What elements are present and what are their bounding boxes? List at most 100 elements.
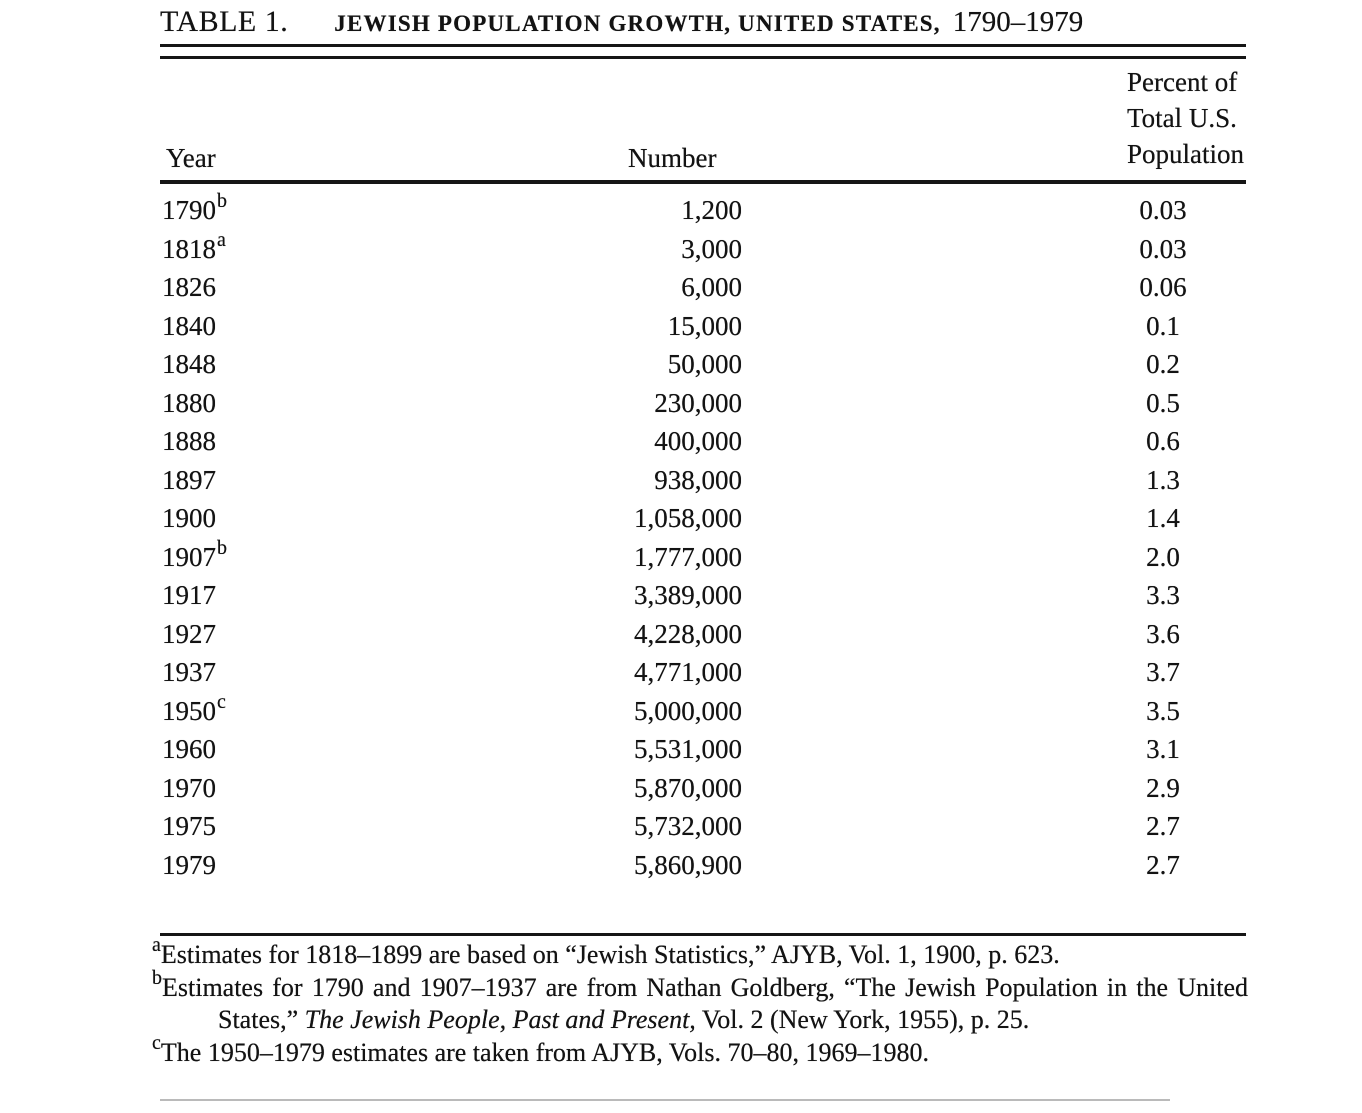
percent-header-line-2: Total U.S. (1126, 103, 1237, 133)
table-row: 1975 5,732,000 2.7 (160, 807, 1246, 846)
year-value: 1826 (162, 272, 216, 302)
table-row: 1848 50,000 0.2 (160, 345, 1246, 384)
number-cell: 5,870,000 (634, 772, 742, 803)
year-cell: 1927 (162, 615, 216, 654)
table-row: 1937 4,771,000 3.7 (160, 653, 1246, 692)
number-column-header: Number (628, 143, 717, 173)
year-value: 1950 (162, 695, 216, 726)
footnote: aEstimates for 1818–1899 are based on “J… (152, 935, 1248, 972)
table-row: 1979 5,860,900 2.7 (160, 846, 1246, 885)
footnote-rule (160, 933, 1246, 936)
year-cell: 1950c (162, 690, 226, 731)
number-cell: 5,732,000 (634, 811, 742, 841)
year-value: 1917 (162, 580, 216, 610)
table-row: 1880 230,000 0.5 (160, 384, 1246, 423)
year-value: 1880 (162, 387, 216, 418)
year-value: 1970 (162, 772, 216, 803)
year-value: 1888 (162, 426, 216, 456)
number-cell: 3,000 (681, 233, 742, 264)
table-row: 1840 15,000 0.1 (160, 307, 1246, 346)
number-cell: 15,000 (667, 310, 742, 341)
number-cell: 1,777,000 (634, 541, 742, 572)
percent-cell: 3.1 (1146, 734, 1180, 764)
percent-cell: 3.5 (1146, 695, 1180, 726)
year-cell: 1917 (162, 576, 216, 615)
year-cell: 1970 (162, 769, 216, 808)
footnote-text: The 1950–1979 estimates are taken from A… (160, 1037, 930, 1067)
year-cell: 1818a (162, 228, 226, 269)
number-cell: 1,058,000 (634, 503, 742, 533)
number-cell: 5,860,900 (634, 849, 742, 880)
table-title-caps: JEWISH POPULATION GROWTH, UNITED STATES, (334, 11, 941, 36)
number-cell: 6,000 (681, 272, 742, 302)
percent-header-line-3: Population (1126, 139, 1244, 169)
percent-cell: 3.3 (1146, 580, 1180, 610)
year-value: 1975 (162, 811, 216, 841)
percent-cell: 0.6 (1146, 426, 1180, 456)
year-cell: 1900 (162, 499, 216, 538)
year-cell: 1937 (162, 653, 216, 692)
year-cell: 1848 (162, 345, 216, 384)
year-value: 1937 (162, 657, 216, 687)
footnote-marker: b (217, 190, 227, 212)
table-number-label: TABLE 1. (160, 5, 289, 38)
year-cell: 1960 (162, 730, 216, 769)
footnote-text: Estimates for 1790 and 1907–1937 are fro… (162, 972, 1248, 1035)
number-cell: 4,228,000 (634, 618, 742, 649)
footnote: cThe 1950–1979 estimates are taken from … (152, 1033, 1248, 1070)
table-row: 1917 3,389,000 3.3 (160, 576, 1246, 615)
percent-cell: 0.1 (1146, 310, 1180, 341)
table-row: 1790b 1,200 0.03 (160, 191, 1246, 230)
year-cell: 1975 (162, 807, 216, 846)
table-row: 1970 5,870,000 2.9 (160, 769, 1246, 808)
percent-cell: 0.5 (1146, 387, 1180, 418)
year-cell: 1897 (162, 461, 216, 500)
footnote-marker: c (152, 1031, 161, 1054)
year-value: 1979 (162, 849, 216, 880)
table-row: 1900 1,058,000 1.4 (160, 499, 1246, 538)
percent-cell: 3.7 (1146, 657, 1180, 687)
percent-cell: 1.4 (1146, 503, 1180, 533)
table-row: 1888 400,000 0.6 (160, 422, 1246, 461)
number-cell: 230,000 (654, 387, 742, 418)
table-row: 1950c 5,000,000 3.5 (160, 692, 1246, 731)
year-value: 1818 (162, 233, 216, 264)
percent-cell: 1.3 (1146, 464, 1180, 495)
footnote: bEstimates for 1790 and 1907–1937 are fr… (152, 968, 1248, 1037)
table-row: 1818a 3,000 0.03 (160, 230, 1246, 269)
footnote-marker: c (217, 690, 226, 713)
footnote-marker: b (152, 966, 162, 989)
footnote-marker: b (217, 536, 227, 559)
title-double-rule-top (160, 44, 1246, 47)
year-cell: 1790b (162, 190, 227, 230)
percent-cell: 2.9 (1146, 772, 1180, 803)
year-value: 1790 (162, 195, 216, 225)
year-value: 1927 (162, 618, 216, 649)
footnote-marker: a (217, 228, 226, 251)
year-cell: 1888 (162, 422, 216, 461)
year-cell: 1880 (162, 384, 216, 423)
table-row: 1960 5,531,000 3.1 (160, 730, 1246, 769)
year-value: 1897 (162, 464, 216, 495)
number-cell: 400,000 (654, 426, 742, 456)
percent-cell: 3.6 (1146, 618, 1180, 649)
percent-cell: 0.03 (1139, 195, 1187, 225)
number-cell: 3,389,000 (634, 580, 742, 610)
table-title: TABLE 1. JEWISH POPULATION GROWTH, UNITED… (160, 5, 1246, 39)
footnote-text: Estimates for 1818–1899 are based on “Je… (160, 940, 1060, 969)
number-cell: 5,000,000 (634, 695, 742, 726)
number-cell: 5,531,000 (634, 734, 742, 764)
year-value: 1907 (162, 541, 216, 572)
bottom-faint-rule (160, 1099, 1170, 1101)
year-value: 1960 (162, 734, 216, 764)
table-body: 1790b 1,200 0.03 1818a 3,000 0.03 1826 6… (160, 191, 1246, 884)
title-double-rule-bottom (160, 56, 1246, 59)
table-title-years: 1790–1979 (952, 6, 1084, 38)
year-value: 1848 (162, 349, 216, 379)
number-cell: 1,200 (681, 195, 742, 225)
table-row: 1927 4,228,000 3.6 (160, 615, 1246, 654)
footnotes: aEstimates for 1818–1899 are based on “J… (152, 935, 1248, 1070)
number-cell: 4,771,000 (634, 657, 742, 687)
year-cell: 1826 (162, 268, 216, 307)
